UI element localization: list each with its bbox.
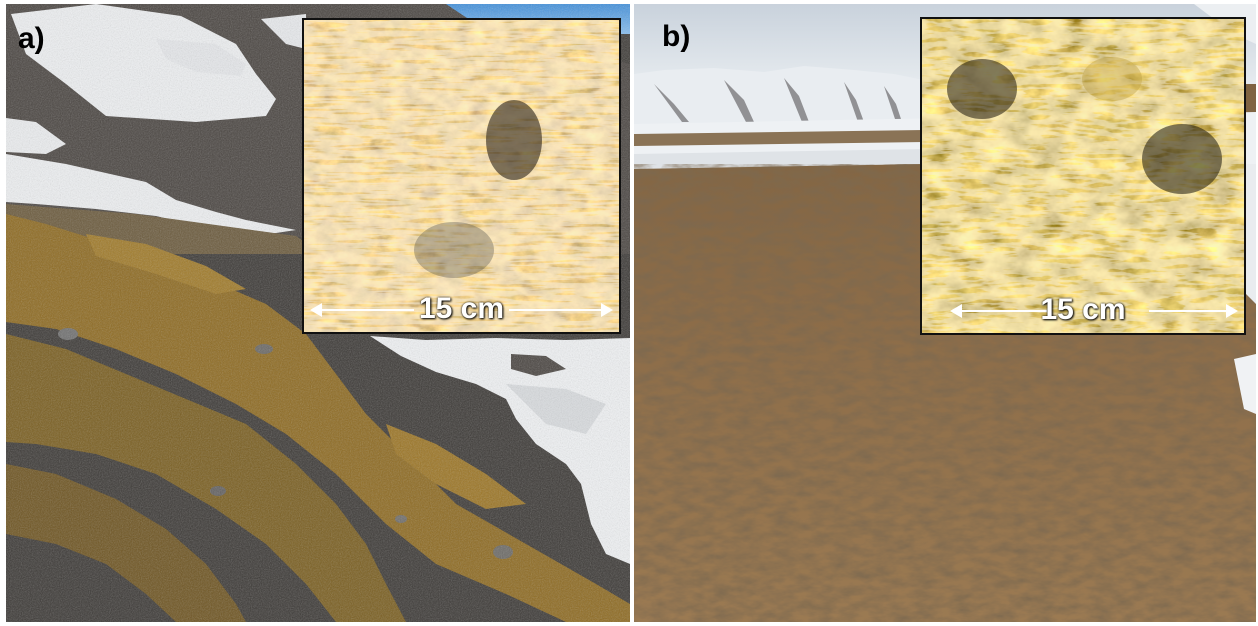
panel-label: b): [662, 20, 691, 53]
panel-label: a): [18, 22, 45, 55]
scale-label: 15 cm: [418, 292, 505, 325]
closeup-inset: 15 cm: [302, 18, 621, 334]
scale-label: 15 cm: [1040, 293, 1126, 326]
closeup-inset: 15 cm: [920, 17, 1246, 335]
moss-closeup-image: [922, 19, 1244, 333]
panel-a: a): [6, 4, 630, 622]
scale-arrow: [310, 303, 613, 317]
scale-bar: 15 cm: [304, 292, 619, 328]
vegetation-closeup-image: [304, 20, 619, 332]
scale-arrow: [950, 304, 1238, 318]
panel-b: b): [634, 4, 1256, 622]
scale-bar: 15 cm: [922, 293, 1244, 329]
